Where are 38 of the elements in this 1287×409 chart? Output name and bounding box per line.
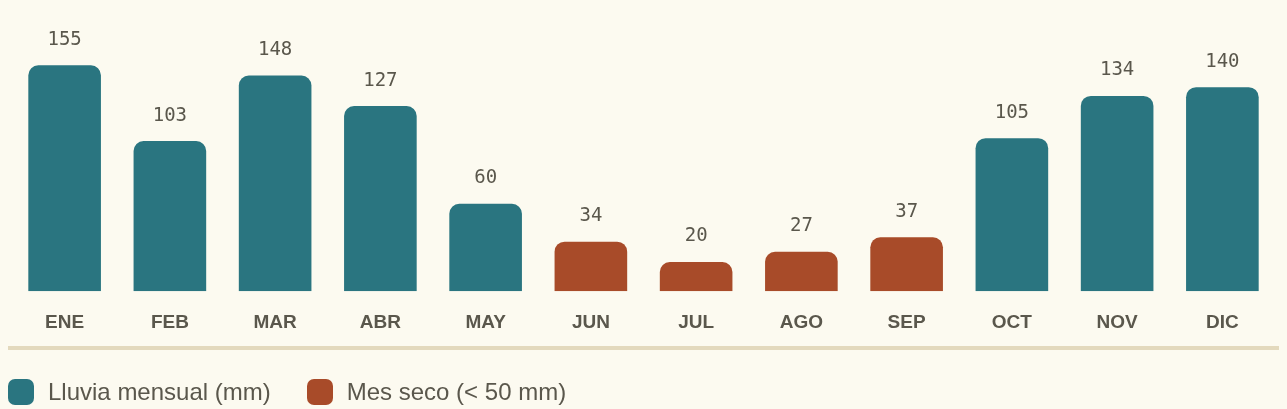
x-tick-label: NOV <box>1096 310 1139 332</box>
data-label: 148 <box>257 36 293 59</box>
bar <box>238 75 312 292</box>
x-tick-label: JUN <box>571 310 610 332</box>
x-tick-label: ABR <box>359 310 402 332</box>
bar <box>344 106 417 292</box>
data-label: 127 <box>363 67 398 90</box>
data-label: 103 <box>152 102 188 125</box>
bar <box>975 138 1049 292</box>
x-tick-label: ENE <box>45 310 85 332</box>
bar <box>133 141 207 292</box>
bar <box>1186 87 1259 292</box>
x-tick-label: DIC <box>1206 310 1240 332</box>
data-label: 34 <box>579 203 603 226</box>
bar <box>870 237 943 292</box>
x-tick-label: JUL <box>678 310 715 332</box>
x-tick-label: MAY <box>465 310 507 332</box>
data-label: 60 <box>474 165 498 188</box>
bar <box>28 65 101 292</box>
data-label: 140 <box>1205 48 1240 71</box>
bar <box>1080 95 1154 292</box>
data-label: 105 <box>994 99 1030 122</box>
data-label: 155 <box>47 26 82 49</box>
x-tick-label: OCT <box>991 310 1033 332</box>
bar <box>554 241 628 292</box>
data-label: 134 <box>1099 57 1135 80</box>
data-label: 20 <box>684 223 708 246</box>
x-tick-label: AGO <box>779 310 824 332</box>
data-label: 27 <box>789 213 813 236</box>
data-label: 37 <box>895 198 919 221</box>
bar <box>449 203 522 292</box>
x-tick-label: FEB <box>150 310 189 332</box>
bar <box>765 251 838 292</box>
x-tick-label: MAR <box>253 310 298 332</box>
legend-label: Mes seco (< 50 mm) <box>346 378 567 406</box>
x-tick-label: SEP <box>887 310 926 332</box>
legend-label: Lluvia mensual (mm) <box>48 378 271 406</box>
bar <box>659 262 733 292</box>
